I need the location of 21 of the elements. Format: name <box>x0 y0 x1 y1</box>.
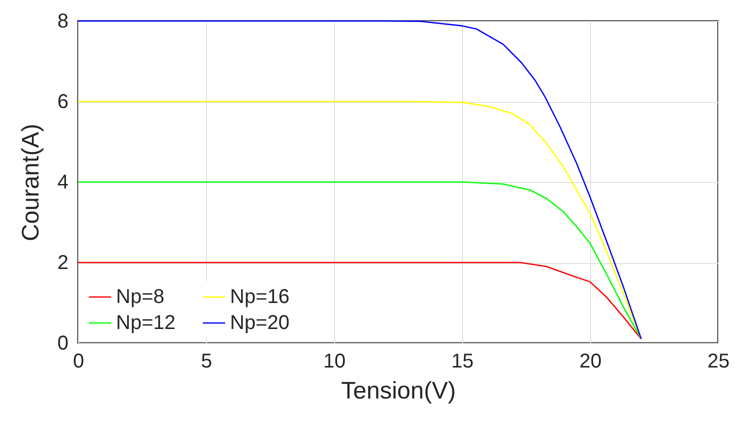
legend-label: Np=12 <box>116 312 176 334</box>
legend-label: Np=16 <box>230 286 290 308</box>
y-tick-label: 8 <box>57 10 68 32</box>
line-series <box>77 262 642 340</box>
x-tick-label: 5 <box>200 350 212 372</box>
line-series <box>77 20 642 340</box>
y-axis-title: Courant(A) <box>17 124 44 242</box>
x-tick-label: 0 <box>72 350 84 372</box>
y-tick-label: 6 <box>57 91 68 113</box>
legend-label: Np=20 <box>230 312 290 334</box>
x-tick-label: 20 <box>579 350 602 372</box>
legend-label: Np=8 <box>116 286 164 308</box>
x-tick-label: 25 <box>707 350 730 372</box>
x-tick-label: 10 <box>323 350 346 372</box>
x-tick-label: 15 <box>451 350 474 372</box>
line-series <box>77 100 642 340</box>
line-series <box>77 181 642 340</box>
y-tick-label: 0 <box>57 332 68 354</box>
y-tick-label: 4 <box>57 172 68 194</box>
y-tick-label: 2 <box>57 252 68 274</box>
x-axis-title: Tension(V) <box>341 378 456 404</box>
